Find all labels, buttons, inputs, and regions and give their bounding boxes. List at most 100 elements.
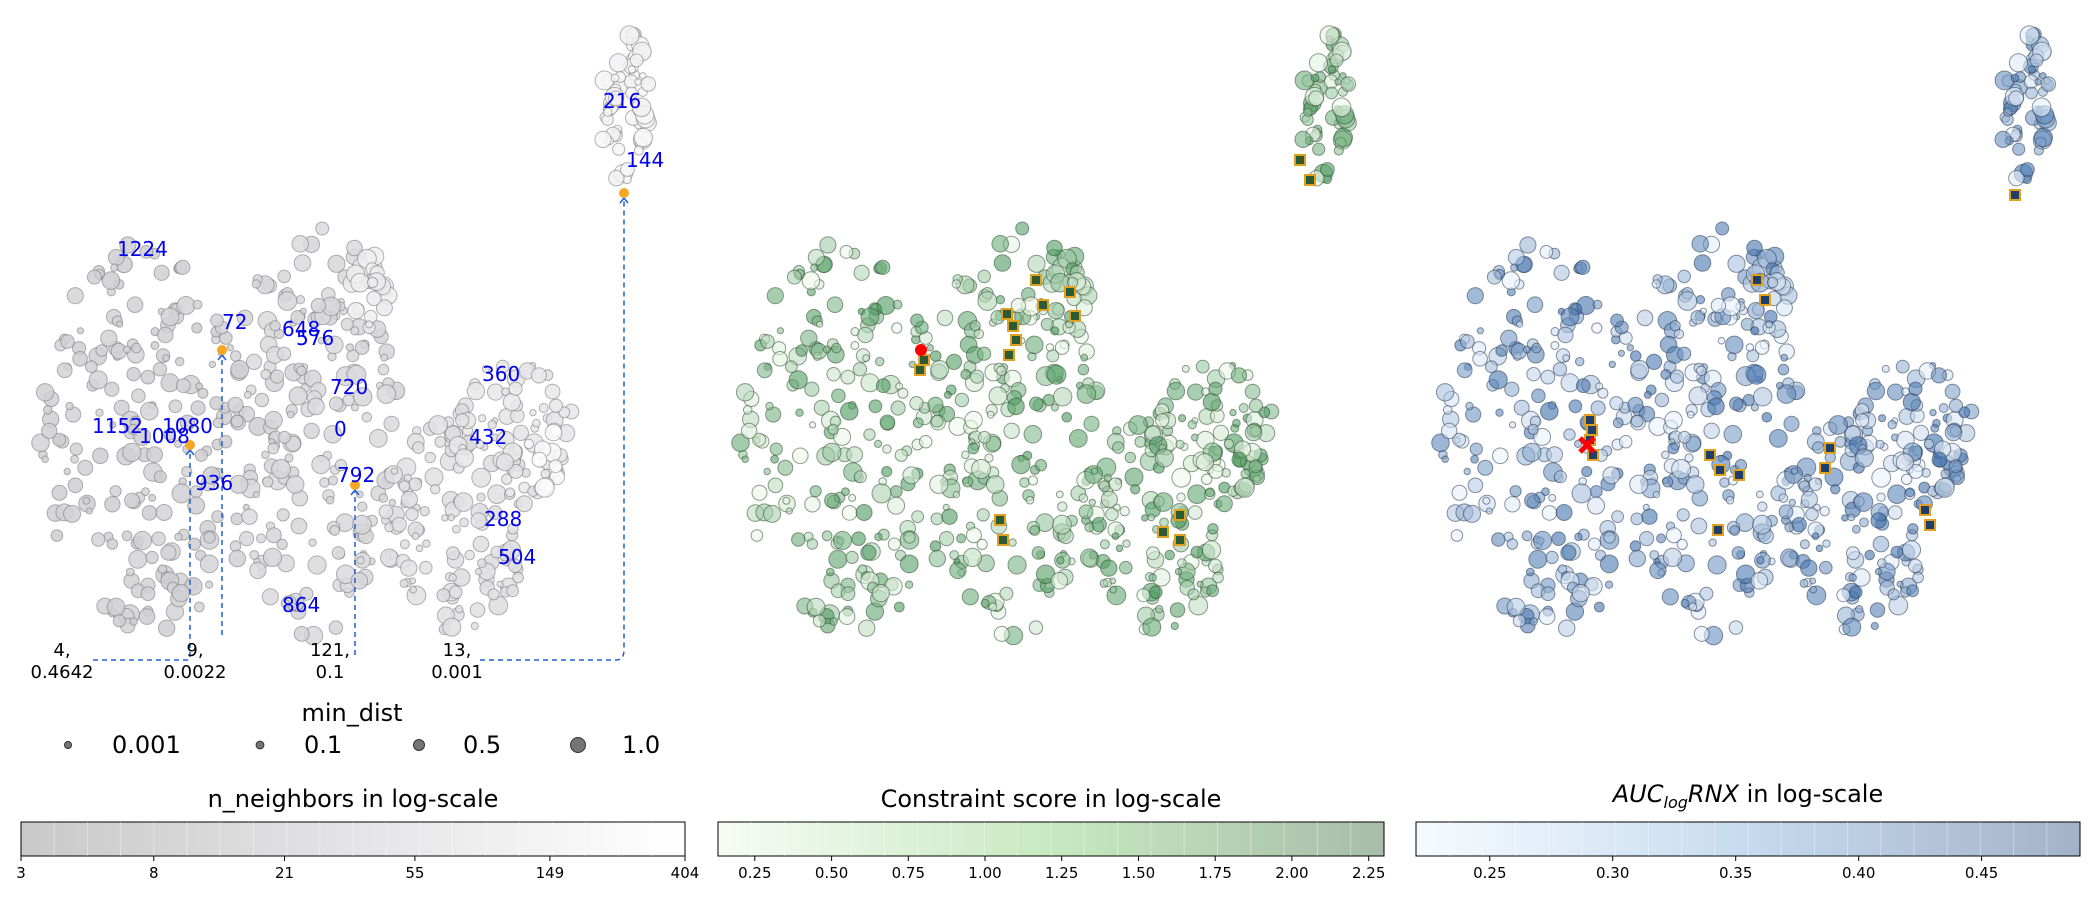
embedding-point: [1507, 248, 1525, 266]
embedding-point: [323, 425, 343, 444]
embedding-point: [1575, 356, 1585, 367]
embedding-point: [1103, 473, 1112, 482]
embedding-point: [1485, 507, 1493, 515]
embedding-point: [1015, 221, 1030, 236]
embedding-point: [366, 290, 382, 307]
param-min-dist: 0.1: [316, 662, 345, 683]
embedding-point: [133, 427, 152, 446]
embedding-point: [1080, 548, 1099, 568]
embedding-point: [1174, 567, 1183, 576]
embedding-point: [1112, 441, 1125, 454]
point-label: 432: [469, 425, 507, 449]
embedding-point: [174, 532, 183, 542]
embedding-point: [1472, 351, 1488, 367]
highlighted-embedding-square: [1919, 504, 1931, 516]
embedding-point: [1676, 508, 1690, 522]
embedding-point: [470, 512, 487, 529]
embedding-point: [495, 359, 510, 374]
n-neighbors-embedding-points: [31, 25, 657, 646]
embedding-point: [1090, 467, 1099, 475]
embedding-point: [928, 549, 946, 568]
embedding-point: [131, 388, 146, 404]
point-label: 72: [222, 310, 247, 334]
embedding-point: [1948, 459, 1963, 474]
embedding-point: [1531, 342, 1542, 354]
embedding-point: [1142, 617, 1162, 637]
embedding-point: [481, 364, 490, 373]
embedding-point: [760, 334, 775, 349]
embedding-point: [41, 422, 58, 440]
embedding-point: [508, 381, 523, 396]
colorbar-tick-label: 149: [536, 864, 565, 882]
embedding-point: [1729, 396, 1744, 411]
embedding-point: [252, 491, 260, 499]
embedding-point: [403, 473, 412, 482]
embedding-point: [812, 614, 827, 628]
embedding-point: [594, 130, 612, 148]
embedding-point: [1630, 414, 1644, 428]
embedding-point: [278, 430, 291, 444]
embedding-point: [1195, 453, 1215, 472]
embedding-point: [1541, 487, 1550, 497]
embedding-point: [943, 390, 952, 399]
embedding-point: [1690, 517, 1708, 535]
embedding-point: [1799, 539, 1810, 550]
embedding-point: [1870, 621, 1879, 631]
embedding-point: [1800, 490, 1819, 508]
embedding-point: [471, 467, 492, 488]
embedding-point: [501, 473, 513, 485]
embedding-point: [1195, 359, 1210, 374]
embedding-point: [42, 405, 53, 415]
embedding-point: [819, 236, 837, 254]
embedding-point: [969, 320, 981, 332]
embedding-point: [1563, 428, 1576, 441]
embedding-point: [1907, 523, 1919, 535]
embedding-point: [1308, 53, 1329, 73]
param-n-neighbors: 9,: [186, 640, 203, 661]
embedding-point: [1887, 505, 1903, 520]
n-neighbors-colorbar-title: n_neighbors in log-scale: [208, 785, 499, 813]
embedding-point: [1068, 429, 1088, 448]
embedding-point: [531, 451, 548, 468]
embedding-point: [1684, 453, 1694, 463]
embedding-point: [1693, 254, 1712, 272]
embedding-point: [1725, 335, 1744, 355]
embedding-point: [1775, 299, 1793, 317]
embedding-point: [853, 470, 867, 484]
point-label: 792: [337, 463, 375, 487]
embedding-point: [1710, 297, 1727, 314]
embedding-point: [807, 248, 825, 266]
embedding-point: [1680, 598, 1690, 608]
embedding-point: [1551, 531, 1566, 547]
embedding-point: [2012, 142, 2026, 156]
embedding-point: [1007, 555, 1027, 575]
embedding-point: [229, 540, 242, 552]
embedding-point: [1003, 422, 1020, 439]
embedding-point: [350, 572, 369, 590]
embedding-point: [879, 414, 896, 431]
embedding-point: [264, 410, 283, 430]
embedding-point: [795, 344, 809, 357]
embedding-point: [276, 508, 290, 522]
embedding-point: [1078, 493, 1089, 503]
point-label: 720: [330, 375, 368, 399]
highlighted-embedding-square: [918, 354, 930, 366]
embedding-point: [1244, 423, 1263, 442]
embedding-point: [1469, 442, 1483, 456]
embedding-point: [1509, 421, 1517, 429]
embedding-point: [475, 439, 485, 449]
embedding-point: [532, 418, 541, 428]
embedding-point: [1124, 467, 1144, 487]
embedding-point: [1510, 263, 1519, 272]
embedding-point: [1905, 487, 1915, 498]
embedding-point: [122, 345, 131, 354]
embedding-point: [984, 453, 994, 463]
embedding-point: [1887, 484, 1907, 505]
embedding-point: [138, 608, 156, 625]
embedding-point: [1495, 408, 1504, 417]
embedding-point: [354, 340, 370, 355]
embedding-point: [1667, 442, 1680, 455]
constraint-colorbar: Constraint score in log-scale 0.25 0.50 0.7…: [717, 785, 1385, 882]
embedding-point: [1887, 588, 1900, 601]
